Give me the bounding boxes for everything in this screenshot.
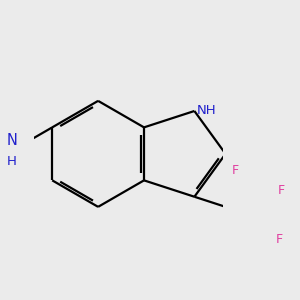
Text: H: H [7, 155, 17, 168]
Text: F: F [275, 233, 283, 246]
Text: N: N [6, 133, 17, 148]
Text: F: F [278, 184, 285, 196]
Text: NH: NH [197, 104, 217, 118]
Text: F: F [232, 164, 239, 177]
